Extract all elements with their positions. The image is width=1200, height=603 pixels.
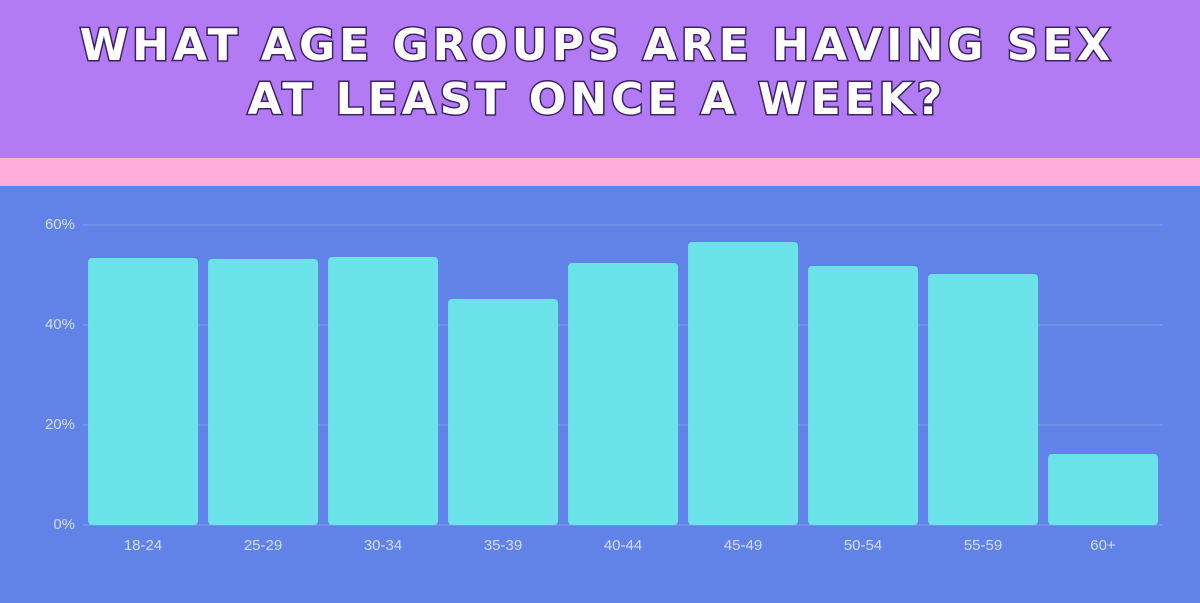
pink-stripe (0, 158, 1200, 186)
x-tick-label: 25-29 (244, 537, 282, 554)
x-tick-label: 60+ (1090, 537, 1116, 554)
bar (1048, 454, 1159, 525)
y-tick-label: 20% (45, 416, 75, 433)
y-tick-label: 0% (53, 516, 75, 533)
x-tick-label: 45-49 (724, 537, 762, 554)
chart-title: WHAT AGE GROUPS ARE HAVING SEX (80, 20, 1115, 71)
bar (808, 266, 919, 525)
x-tick-label: 30-34 (364, 537, 402, 554)
bar (568, 263, 679, 525)
bar (688, 242, 799, 525)
chart-title: AT LEAST ONCE A WEEK? (248, 74, 947, 125)
x-tick-label: 40-44 (604, 537, 642, 554)
header-band (0, 0, 1200, 158)
bar (208, 259, 319, 525)
x-tick-label: 55-59 (964, 537, 1002, 554)
bar (448, 299, 559, 525)
y-tick-label: 40% (45, 316, 75, 333)
x-tick-label: 50-54 (844, 537, 882, 554)
x-tick-label: 35-39 (484, 537, 522, 554)
bar (928, 274, 1039, 525)
bar (88, 258, 199, 525)
bar (328, 257, 439, 525)
x-tick-label: 18-24 (124, 537, 162, 554)
y-tick-label: 60% (45, 216, 75, 233)
